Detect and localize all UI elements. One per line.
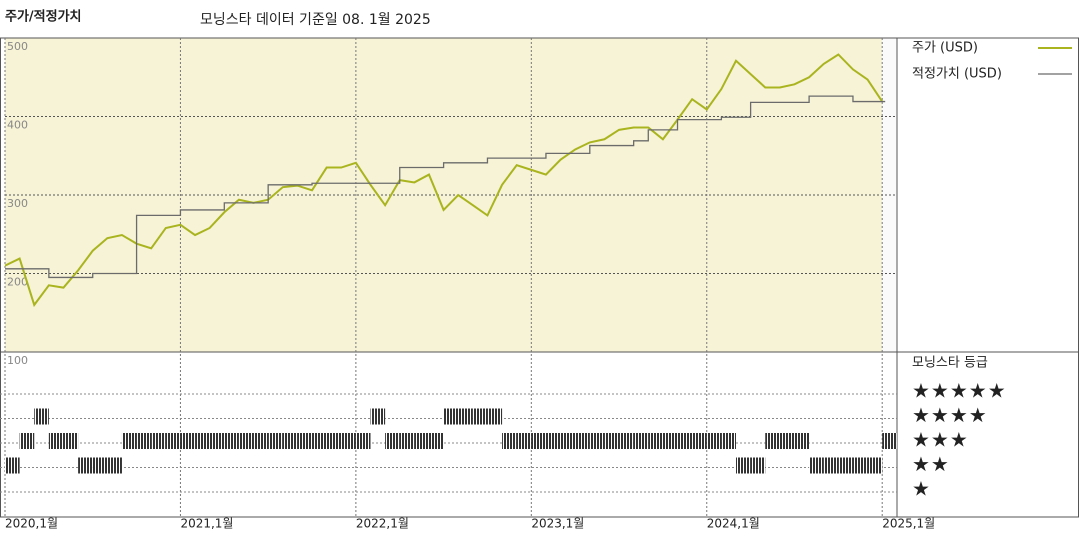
series-line bbox=[4, 53, 884, 308]
y-tick-label: 300 bbox=[7, 197, 28, 210]
rating-bar bbox=[736, 457, 751, 474]
rating-bar bbox=[852, 457, 868, 474]
y-tick-label: 500 bbox=[7, 40, 28, 53]
rating-bar bbox=[838, 457, 853, 474]
y-tick-label: 400 bbox=[7, 119, 28, 132]
rating-bar bbox=[779, 433, 795, 449]
rating-bar bbox=[151, 433, 166, 449]
y-tick-label: 200 bbox=[7, 276, 28, 289]
rating-bar bbox=[238, 433, 254, 449]
series-line bbox=[5, 95, 886, 279]
rating-bar bbox=[19, 433, 35, 449]
rating-bar bbox=[575, 433, 590, 449]
plot-background bbox=[5, 38, 883, 352]
rating-bar bbox=[195, 433, 210, 449]
y-tick-label: 100 bbox=[7, 354, 28, 367]
rating-bar bbox=[882, 433, 897, 449]
rating-bar bbox=[472, 408, 488, 425]
rating-level-label: ★ bbox=[912, 477, 931, 501]
rating-bar bbox=[428, 433, 444, 449]
rating-bar bbox=[341, 433, 356, 449]
rating-bar bbox=[502, 433, 517, 449]
rating-bar bbox=[458, 408, 473, 425]
legend-label: 주가 (USD) bbox=[912, 41, 978, 56]
rating-bar bbox=[253, 433, 269, 449]
rating-bar bbox=[5, 457, 20, 474]
rating-bar bbox=[180, 433, 196, 449]
rating-bar bbox=[78, 457, 93, 474]
rating-bar bbox=[282, 433, 298, 449]
x-tick-label: 2021,1월 bbox=[180, 517, 233, 531]
x-tick-label: 2020,1월 bbox=[5, 517, 58, 531]
rating-bar bbox=[516, 433, 532, 449]
rating-title: 모닝스타 등급 bbox=[912, 356, 988, 371]
rating-bar bbox=[63, 433, 79, 449]
rating-bar bbox=[823, 457, 839, 474]
rating-bar bbox=[107, 457, 122, 474]
chart-subtitle: 모닝스타 데이터 기준일 08. 1월 2025 bbox=[200, 12, 431, 28]
rating-bar bbox=[355, 433, 371, 449]
rating-bar bbox=[92, 457, 108, 474]
rating-bar bbox=[692, 433, 707, 449]
rating-bar bbox=[136, 433, 152, 449]
rating-bar bbox=[165, 433, 181, 449]
x-tick-label: 2023,1월 bbox=[531, 517, 584, 531]
rating-bar bbox=[545, 433, 561, 449]
legend-label: 적정가치 (USD) bbox=[912, 67, 1002, 82]
rating-bar bbox=[297, 433, 313, 449]
frame bbox=[0, 37, 1079, 518]
rating-level-label: ★★★★★ bbox=[912, 379, 1007, 403]
rating-bar bbox=[209, 433, 225, 449]
rating-bar bbox=[326, 433, 342, 449]
rating-bar bbox=[604, 433, 620, 449]
rating-bar bbox=[867, 457, 883, 474]
rating-bar bbox=[765, 433, 780, 449]
rating-bar bbox=[589, 433, 605, 449]
rating-bar bbox=[121, 433, 137, 449]
rating-bar bbox=[706, 433, 722, 449]
rating-level-label: ★★★★ bbox=[912, 403, 988, 427]
x-tick-label: 2025,1월 bbox=[882, 517, 935, 531]
rating-bar bbox=[619, 433, 634, 449]
rating-bar bbox=[34, 408, 49, 425]
rating-bar bbox=[721, 433, 736, 449]
rating-bar bbox=[648, 433, 663, 449]
rating-bar bbox=[662, 433, 678, 449]
rating-bar bbox=[809, 457, 824, 474]
chart-title: 주가/적정가치 bbox=[5, 9, 82, 25]
rating-level-label: ★★★ bbox=[912, 428, 969, 452]
rating-bar bbox=[48, 433, 64, 449]
rating-bar bbox=[370, 408, 386, 425]
rating-level-label: ★★ bbox=[912, 452, 950, 476]
rating-bar bbox=[312, 433, 327, 449]
rating-bar bbox=[560, 433, 576, 449]
rating-bar bbox=[385, 433, 400, 449]
rating-bar bbox=[224, 433, 239, 449]
rating-bar bbox=[399, 433, 415, 449]
rating-bar bbox=[794, 433, 810, 449]
rating-bar bbox=[750, 457, 766, 474]
rating-bar bbox=[677, 433, 693, 449]
x-tick-label: 2022,1월 bbox=[356, 517, 409, 531]
rating-bar bbox=[633, 433, 649, 449]
rating-bar bbox=[531, 433, 546, 449]
rating-bar bbox=[414, 433, 429, 449]
x-tick-label: 2024,1월 bbox=[707, 517, 760, 531]
rating-bar bbox=[443, 408, 459, 425]
rating-bar bbox=[268, 433, 283, 449]
rating-bar bbox=[487, 408, 503, 425]
